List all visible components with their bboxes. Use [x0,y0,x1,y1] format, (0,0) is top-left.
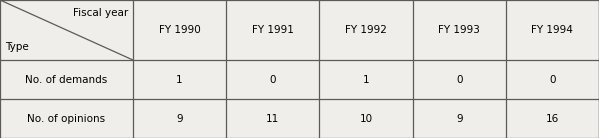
Text: 11: 11 [266,114,279,124]
Text: 10: 10 [359,114,373,124]
Text: FY 1993: FY 1993 [438,25,480,35]
Text: FY 1991: FY 1991 [252,25,294,35]
Text: FY 1994: FY 1994 [531,25,573,35]
Text: 1: 1 [176,75,183,84]
Text: 9: 9 [456,114,462,124]
Text: 0: 0 [456,75,462,84]
Text: 16: 16 [546,114,559,124]
Text: 9: 9 [176,114,183,124]
Text: 1: 1 [362,75,370,84]
Text: No. of opinions: No. of opinions [28,114,105,124]
Text: FY 1992: FY 1992 [345,25,387,35]
Text: Type: Type [5,42,29,52]
Text: 0: 0 [270,75,276,84]
Text: FY 1990: FY 1990 [159,25,201,35]
Text: 0: 0 [549,75,556,84]
Text: Fiscal year: Fiscal year [73,8,128,18]
Text: No. of demands: No. of demands [25,75,108,84]
